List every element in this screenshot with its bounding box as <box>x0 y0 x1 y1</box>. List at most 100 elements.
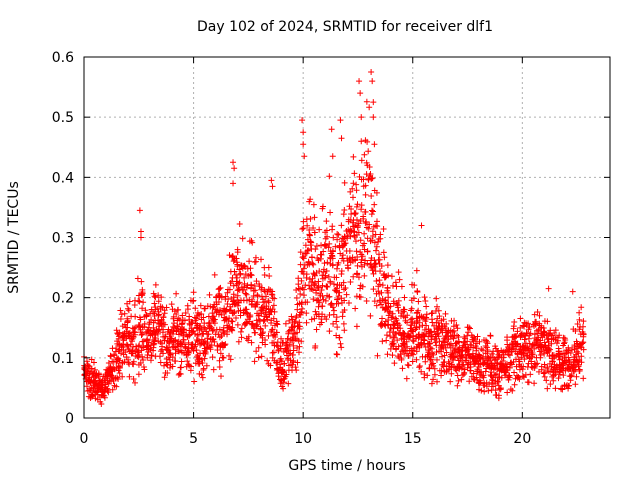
data-point <box>458 352 465 359</box>
data-point <box>301 153 308 160</box>
data-point <box>235 286 242 293</box>
data-point <box>464 332 471 339</box>
data-point <box>473 345 480 352</box>
data-point <box>251 358 258 365</box>
data-point <box>506 352 513 359</box>
data-point <box>488 371 495 378</box>
data-point <box>113 383 120 390</box>
data-point <box>200 314 207 321</box>
data-point <box>323 268 330 275</box>
data-point <box>211 316 218 323</box>
data-point <box>315 283 322 290</box>
data-point <box>336 334 343 341</box>
data-point <box>305 246 312 253</box>
data-point <box>136 298 143 305</box>
data-point <box>357 294 364 301</box>
data-point <box>172 344 179 351</box>
data-point <box>92 372 99 379</box>
data-point <box>449 350 456 357</box>
data-point <box>252 287 259 294</box>
data-point <box>158 294 165 301</box>
data-point <box>561 335 568 342</box>
data-point <box>315 278 322 285</box>
data-point <box>329 226 336 233</box>
data-point <box>209 327 216 334</box>
data-point <box>345 264 352 271</box>
data-point <box>237 328 244 335</box>
data-point <box>354 262 361 269</box>
data-point <box>301 261 308 268</box>
data-point <box>529 353 536 360</box>
data-point <box>141 323 148 330</box>
data-point <box>313 326 320 333</box>
data-point <box>236 266 243 273</box>
data-point <box>470 344 477 351</box>
data-point <box>338 222 345 229</box>
data-point <box>514 328 521 335</box>
data-point <box>352 305 359 312</box>
data-point <box>270 349 277 356</box>
data-point <box>268 177 275 184</box>
data-point <box>438 326 445 333</box>
data-point <box>370 208 377 215</box>
data-point <box>454 372 461 379</box>
data-point <box>511 381 518 388</box>
data-point <box>474 333 481 340</box>
data-point <box>231 165 238 172</box>
data-point <box>229 253 236 260</box>
data-point <box>193 347 200 354</box>
data-point <box>234 249 241 256</box>
data-point <box>576 316 583 323</box>
data-point <box>98 400 105 407</box>
data-point <box>409 326 416 333</box>
data-point <box>537 354 544 361</box>
data-point <box>521 356 528 363</box>
data-point <box>344 232 351 239</box>
data-point <box>306 282 313 289</box>
data-point <box>300 286 307 293</box>
data-point <box>161 310 168 317</box>
data-point <box>188 363 195 370</box>
data-point <box>303 319 310 326</box>
data-point <box>267 287 274 294</box>
data-point <box>203 362 210 369</box>
data-point <box>425 349 432 356</box>
data-point <box>405 352 412 359</box>
data-point <box>342 284 349 291</box>
data-point <box>477 354 484 361</box>
data-point <box>511 369 518 376</box>
data-point <box>200 365 207 372</box>
data-point <box>227 356 234 363</box>
data-point <box>218 311 225 318</box>
data-point <box>136 207 143 214</box>
data-point <box>357 237 364 244</box>
data-point <box>135 371 142 378</box>
data-point <box>383 304 390 311</box>
data-point <box>364 235 371 242</box>
data-point <box>525 346 532 353</box>
data-point <box>375 238 382 245</box>
data-point <box>320 248 327 255</box>
data-point <box>208 342 215 349</box>
data-point <box>362 137 369 144</box>
data-point <box>250 287 257 294</box>
data-point <box>511 338 518 345</box>
data-point <box>358 206 365 213</box>
data-point <box>468 332 475 339</box>
data-point <box>135 297 142 304</box>
data-point <box>186 313 193 320</box>
data-point <box>295 337 302 344</box>
data-point <box>338 270 345 277</box>
data-point <box>340 320 347 327</box>
data-point <box>230 310 237 317</box>
data-point <box>339 252 346 259</box>
data-point <box>209 304 216 311</box>
data-point <box>371 263 378 270</box>
data-point <box>416 319 423 326</box>
data-point <box>253 322 260 329</box>
data-point <box>487 369 494 376</box>
data-point <box>440 363 447 370</box>
data-point <box>395 297 402 304</box>
data-point <box>354 224 361 231</box>
data-point <box>310 261 317 268</box>
